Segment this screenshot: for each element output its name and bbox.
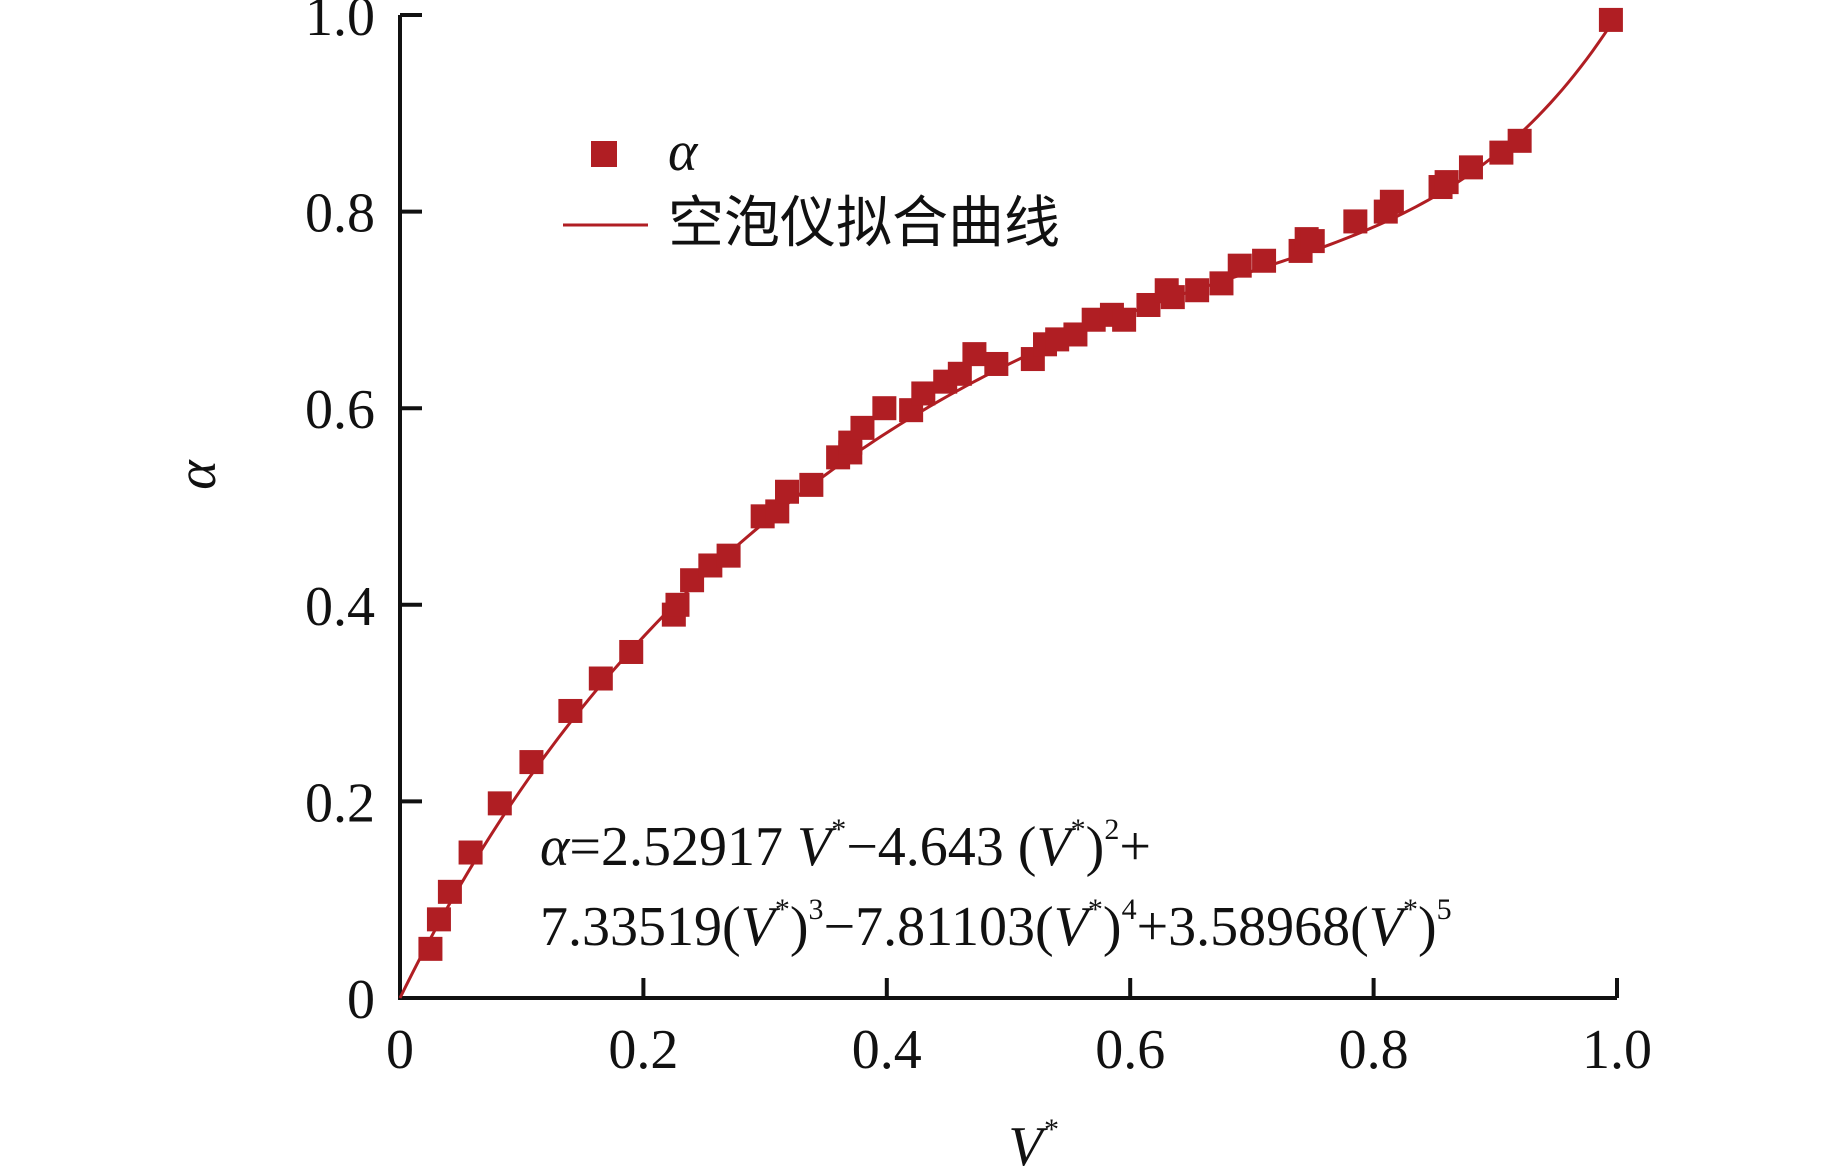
eq1-d: * bbox=[831, 813, 846, 846]
x-tick-label: 0.2 bbox=[608, 1019, 678, 1081]
eq1-a: α bbox=[540, 816, 571, 878]
data-point-marker bbox=[775, 479, 800, 504]
eq1-c: V bbox=[797, 816, 837, 878]
eq2-m: * bbox=[1403, 893, 1418, 926]
eq1-g: * bbox=[1071, 813, 1086, 846]
data-point-marker bbox=[558, 698, 583, 723]
x-tick-label: 0.6 bbox=[1095, 1019, 1165, 1081]
data-point-marker bbox=[1112, 307, 1137, 332]
data-point-marker bbox=[1300, 229, 1325, 254]
data-point-marker bbox=[1227, 253, 1252, 278]
data-point-marker bbox=[418, 936, 443, 961]
data-point-marker bbox=[588, 666, 613, 691]
axes bbox=[398, 15, 1617, 1000]
eq2-g: V bbox=[1054, 896, 1094, 958]
data-point-marker bbox=[716, 543, 741, 568]
data-point-marker bbox=[1434, 170, 1459, 195]
y-tick-label: 0 bbox=[347, 969, 375, 1031]
eq2-o: 5 bbox=[1437, 893, 1452, 926]
legend: α 空泡仪拟合曲线 bbox=[563, 121, 1060, 256]
data-point-marker bbox=[1458, 155, 1483, 180]
eq1-j: + bbox=[1119, 816, 1151, 878]
legend-line-label: 空泡仪拟合曲线 bbox=[668, 191, 1060, 256]
y-tick-label: 0.6 bbox=[305, 379, 375, 441]
data-point-marker bbox=[487, 791, 512, 816]
eq1-i: 2 bbox=[1104, 813, 1119, 846]
eq2-n: ) bbox=[1418, 896, 1437, 958]
eq2-h: * bbox=[1088, 893, 1103, 926]
data-point-marker bbox=[984, 351, 1009, 376]
data-point-marker bbox=[458, 840, 483, 865]
y-tick-label: 1.0 bbox=[305, 0, 375, 48]
data-point-marker bbox=[1160, 285, 1185, 310]
data-point-marker bbox=[665, 592, 690, 617]
data-point-marker bbox=[437, 879, 462, 904]
y-tick-label: 0.8 bbox=[305, 183, 375, 245]
x-axis-title-sup: * bbox=[1043, 1113, 1058, 1146]
legend-marker-square bbox=[591, 141, 617, 167]
x-axis-title-main: V bbox=[1008, 1116, 1048, 1170]
x-axis-title: V* bbox=[1008, 1113, 1057, 1170]
legend-points-label: α bbox=[668, 121, 699, 183]
equation-line-1: α=2.52917 V*−4.643 (V*)2+ bbox=[540, 813, 1151, 878]
x-tick-label: 1.0 bbox=[1582, 1019, 1652, 1081]
eq2-k: +3.58968( bbox=[1137, 896, 1369, 958]
eq2-f: −7.81103( bbox=[824, 896, 1054, 958]
eq2-c: * bbox=[775, 893, 790, 926]
eq1-e: −4.643 ( bbox=[846, 816, 1036, 878]
data-point-marker bbox=[519, 750, 544, 775]
y-tick-label: 0.2 bbox=[305, 772, 375, 834]
eq1-f: V bbox=[1036, 816, 1076, 878]
data-point-marker bbox=[962, 342, 987, 367]
x-tick-label: 0.4 bbox=[852, 1019, 922, 1081]
data-point-marker bbox=[1598, 7, 1623, 32]
data-point-marker bbox=[619, 639, 644, 664]
eq2-d: ) bbox=[790, 896, 809, 958]
eq2-i: ) bbox=[1103, 896, 1122, 958]
markers bbox=[418, 7, 1623, 961]
data-point-marker bbox=[850, 415, 875, 440]
y-axis-title: α bbox=[166, 459, 228, 490]
eq2-j: 4 bbox=[1122, 893, 1137, 926]
eq2-e: 3 bbox=[809, 893, 824, 926]
eq2-l: V bbox=[1369, 896, 1409, 958]
data-point-marker bbox=[1343, 209, 1368, 234]
equation-line-2: 7.33519(V*)3−7.81103(V*)4+3.58968(V*)5 bbox=[540, 893, 1452, 958]
data-point-marker bbox=[1185, 278, 1210, 303]
eq1-b: =2.52917 bbox=[569, 816, 797, 878]
eq2-b: V bbox=[741, 896, 781, 958]
eq2-a: 7.33519( bbox=[540, 896, 741, 958]
ticks: 0 0.2 0.4 0.6 0.8 1.0 0 0.2 0.4 0.6 0.8 1.0 bbox=[305, 0, 1652, 1081]
data-point-marker bbox=[872, 396, 897, 421]
eq1-h: ) bbox=[1086, 816, 1105, 878]
y-tick-label: 0.4 bbox=[305, 576, 375, 638]
data-point-marker bbox=[799, 472, 824, 497]
data-point-marker bbox=[1379, 189, 1404, 214]
data-point-marker bbox=[911, 381, 936, 406]
x-tick-label: 0.8 bbox=[1339, 1019, 1409, 1081]
x-tick-label: 0 bbox=[386, 1019, 414, 1081]
data-point-marker bbox=[426, 907, 451, 932]
data-point-marker bbox=[1252, 248, 1277, 273]
data-point-marker bbox=[1507, 128, 1532, 153]
